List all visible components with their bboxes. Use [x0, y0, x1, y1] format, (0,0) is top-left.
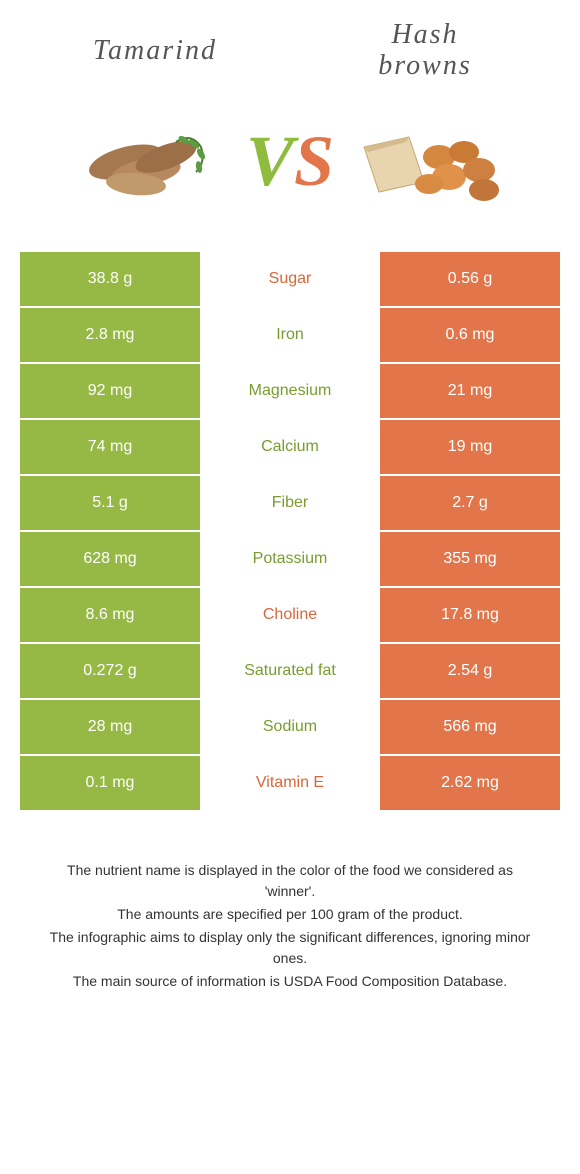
left-value: 5.1 g — [20, 476, 200, 530]
left-food-image — [76, 112, 226, 212]
footer-line: The amounts are specified per 100 gram o… — [40, 904, 540, 925]
right-value: 2.62 mg — [380, 756, 560, 810]
nutrient-label: Magnesium — [200, 364, 380, 418]
header-titles: Tamarind Hashbrowns — [20, 20, 560, 82]
nutrient-label: Choline — [200, 588, 380, 642]
footer-line: The nutrient name is displayed in the co… — [40, 860, 540, 902]
footer-line: The infographic aims to display only the… — [40, 927, 540, 969]
right-value: 21 mg — [380, 364, 560, 418]
right-value: 0.56 g — [380, 252, 560, 306]
footer-line: The main source of information is USDA F… — [40, 971, 540, 992]
right-food-image — [354, 112, 504, 212]
table-row: 8.6 mgCholine17.8 mg — [20, 588, 560, 642]
left-value: 38.8 g — [20, 252, 200, 306]
right-value: 19 mg — [380, 420, 560, 474]
footer-notes: The nutrient name is displayed in the co… — [20, 860, 560, 992]
nutrient-label: Saturated fat — [200, 644, 380, 698]
left-value: 8.6 mg — [20, 588, 200, 642]
table-row: 628 mgPotassium355 mg — [20, 532, 560, 586]
vs-section: VS — [20, 112, 560, 212]
vs-label: VS — [246, 120, 334, 203]
left-value: 28 mg — [20, 700, 200, 754]
left-value: 2.8 mg — [20, 308, 200, 362]
nutrient-label: Sodium — [200, 700, 380, 754]
table-row: 38.8 gSugar0.56 g — [20, 252, 560, 306]
table-row: 28 mgSodium566 mg — [20, 700, 560, 754]
table-row: 5.1 gFiber2.7 g — [20, 476, 560, 530]
nutrient-label: Vitamin E — [200, 756, 380, 810]
right-value: 355 mg — [380, 532, 560, 586]
right-value: 2.7 g — [380, 476, 560, 530]
left-value: 0.1 mg — [20, 756, 200, 810]
table-row: 2.8 mgIron0.6 mg — [20, 308, 560, 362]
nutrient-label: Sugar — [200, 252, 380, 306]
left-value: 628 mg — [20, 532, 200, 586]
table-row: 0.272 gSaturated fat2.54 g — [20, 644, 560, 698]
right-value: 2.54 g — [380, 644, 560, 698]
nutrient-label: Fiber — [200, 476, 380, 530]
left-value: 74 mg — [20, 420, 200, 474]
right-value: 566 mg — [380, 700, 560, 754]
left-value: 92 mg — [20, 364, 200, 418]
nutrient-label: Iron — [200, 308, 380, 362]
right-value: 0.6 mg — [380, 308, 560, 362]
nutrient-table: 38.8 gSugar0.56 g2.8 mgIron0.6 mg92 mgMa… — [20, 252, 560, 810]
table-row: 92 mgMagnesium21 mg — [20, 364, 560, 418]
nutrient-label: Calcium — [200, 420, 380, 474]
table-row: 0.1 mgVitamin E2.62 mg — [20, 756, 560, 810]
right-value: 17.8 mg — [380, 588, 560, 642]
nutrient-label: Potassium — [200, 532, 380, 586]
right-food-title: Hashbrowns — [290, 20, 560, 82]
table-row: 74 mgCalcium19 mg — [20, 420, 560, 474]
left-value: 0.272 g — [20, 644, 200, 698]
left-food-title: Tamarind — [20, 35, 290, 67]
